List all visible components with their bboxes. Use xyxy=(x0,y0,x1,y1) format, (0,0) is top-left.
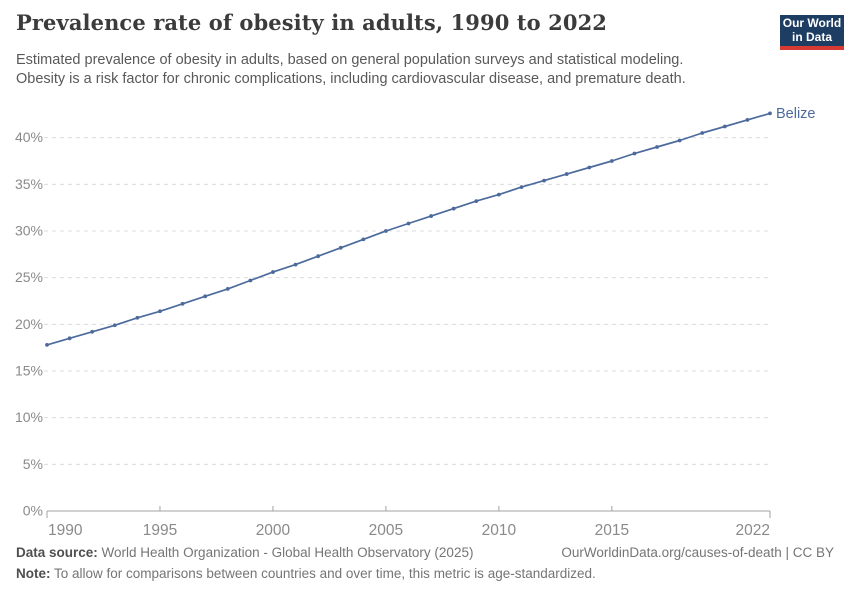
y-tick-label: 30% xyxy=(15,223,43,239)
data-point xyxy=(67,336,72,341)
y-tick-label: 25% xyxy=(15,269,43,285)
x-tick-label: 1990 xyxy=(48,522,83,539)
y-tick-label: 40% xyxy=(15,129,43,145)
data-point xyxy=(45,342,49,347)
page-title: Prevalence rate of obesity in adults, 19… xyxy=(16,10,608,35)
data-point xyxy=(722,124,727,129)
chart-subtitle: Estimated prevalence of obesity in adult… xyxy=(16,51,776,89)
x-tick-label: 1995 xyxy=(143,522,177,539)
chart-subtitle-line1: Estimated prevalence of obesity in adult… xyxy=(16,52,684,68)
x-tick-label: 2000 xyxy=(256,522,291,539)
data-point xyxy=(361,237,366,242)
data-source-text: World Health Organization - Global Healt… xyxy=(97,545,474,560)
x-tick-label: 2015 xyxy=(595,522,629,539)
data-point xyxy=(768,111,772,116)
footer-link[interactable]: OurWorldinData.org/causes-of-death | CC … xyxy=(561,545,834,560)
y-tick-label: 35% xyxy=(15,176,43,192)
data-point xyxy=(384,229,388,233)
data-point xyxy=(135,315,140,320)
owid-logo-text-line2: in Data xyxy=(791,29,832,44)
data-point xyxy=(677,138,682,143)
data-point xyxy=(496,192,501,197)
y-tick-label: 20% xyxy=(15,316,43,332)
data-point xyxy=(90,329,95,334)
data-point xyxy=(225,286,230,291)
data-point xyxy=(609,159,614,163)
series-label[interactable]: Belize xyxy=(776,106,816,122)
x-tick-label: 2005 xyxy=(369,522,403,539)
data-point xyxy=(655,145,659,149)
data-point xyxy=(338,245,343,250)
note-text: To allow for comparisons between countri… xyxy=(50,566,596,581)
data-point xyxy=(451,206,456,211)
y-tick-label: 5% xyxy=(23,456,43,472)
chart-footer: Data source: World Health Organization -… xyxy=(16,545,834,581)
data-source-label: Data source: xyxy=(16,545,98,560)
footer-row-note: Note: To allow for comparisons between c… xyxy=(16,566,834,581)
note-label: Note: xyxy=(16,566,51,581)
data-point xyxy=(180,301,185,306)
data-point xyxy=(271,270,275,274)
data-point xyxy=(293,262,298,267)
x-tick-label: 2010 xyxy=(482,522,517,539)
data-point xyxy=(248,278,253,283)
x-tick-label: 2022 xyxy=(736,522,770,539)
data-point xyxy=(700,131,705,135)
owid-logo[interactable]: Our World in Data xyxy=(780,15,844,50)
data-line[interactable] xyxy=(46,112,771,346)
y-tick-label: 0% xyxy=(23,503,43,519)
y-tick-label: 45% xyxy=(15,96,43,99)
data-point xyxy=(429,214,433,218)
data-point xyxy=(474,199,479,204)
data-point xyxy=(542,178,546,183)
data-point xyxy=(745,118,750,122)
data-source-line: Data source: World Health Organization -… xyxy=(16,545,473,560)
owid-logo-text-line1: Our World xyxy=(782,15,842,30)
data-point xyxy=(564,172,569,176)
data-point xyxy=(112,323,117,328)
data-point xyxy=(203,294,208,299)
y-tick-label: 10% xyxy=(15,409,43,425)
data-point xyxy=(316,254,321,259)
y-tick-label: 15% xyxy=(15,363,43,379)
data-point xyxy=(632,151,637,156)
line-chart[interactable]: 0% 5% 10% 15% 20% 25% 30% 35% 40% 45% 1990 1995 2000… xyxy=(0,96,850,541)
data-point xyxy=(519,185,524,190)
data-point xyxy=(587,165,592,170)
data-point xyxy=(406,221,411,226)
data-point xyxy=(158,309,162,314)
footer-row-source: Data source: World Health Organization -… xyxy=(16,545,834,560)
chart-subtitle-line2: Obesity is a risk factor for chronic com… xyxy=(16,71,686,88)
